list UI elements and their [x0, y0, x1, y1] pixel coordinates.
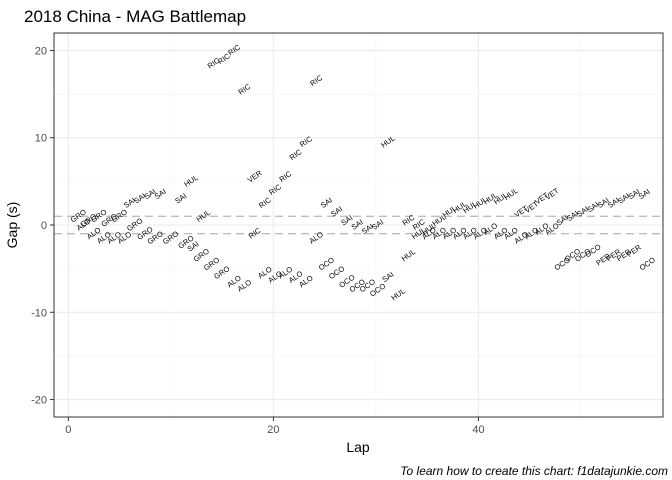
chart-caption: To learn how to create this chart: f1dat… — [400, 464, 668, 478]
x-axis-ticks: 0 20 40 — [65, 417, 485, 436]
reference-lines — [54, 215, 663, 235]
x-axis-title: Lap — [346, 439, 370, 455]
grid — [54, 33, 663, 417]
y-tick-label: 20 — [35, 45, 47, 57]
x-tick-label: 20 — [267, 424, 279, 436]
chart-title: 2018 China - MAG Battlemap — [24, 7, 246, 26]
x-tick-label: 40 — [472, 424, 484, 436]
y-tick-label: 0 — [41, 220, 47, 232]
y-tick-label: -20 — [31, 395, 47, 407]
y-tick-label: -10 — [31, 307, 47, 319]
y-axis-ticks: -20 -10 0 10 20 — [31, 45, 54, 407]
x-tick-label: 0 — [65, 424, 71, 436]
y-axis-title: Gap (s) — [4, 202, 20, 249]
y-tick-label: 10 — [35, 133, 47, 145]
